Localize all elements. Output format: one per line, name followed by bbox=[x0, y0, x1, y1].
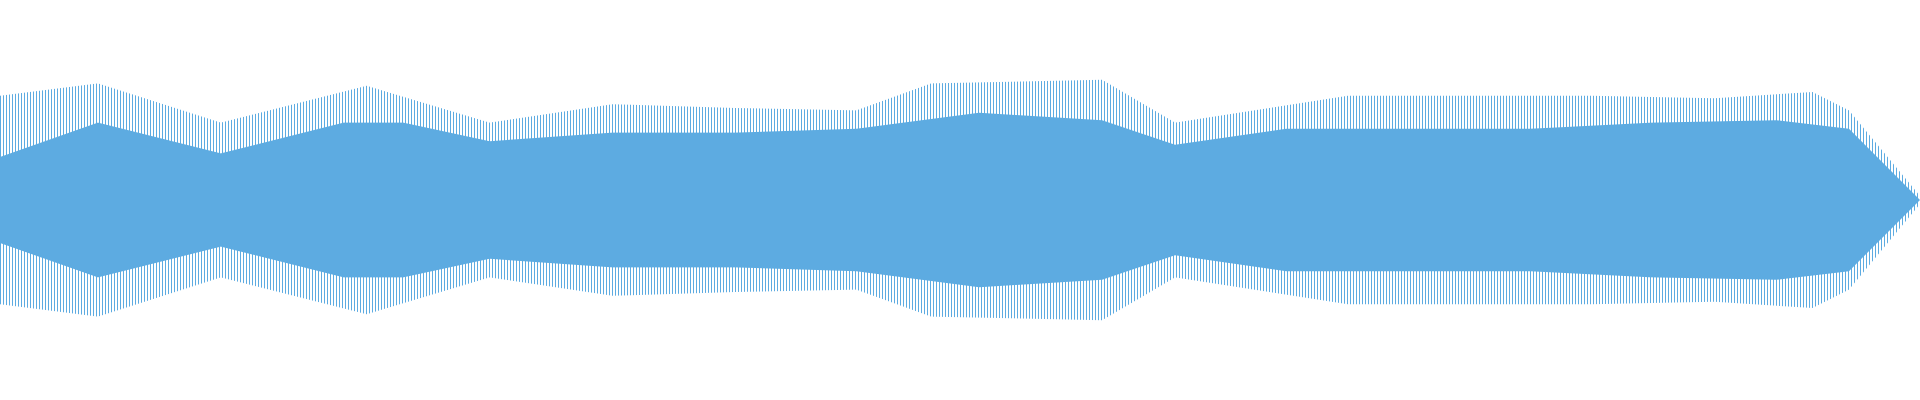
envelope-upper bbox=[0, 112, 1920, 200]
envelope-lower bbox=[0, 200, 1920, 288]
